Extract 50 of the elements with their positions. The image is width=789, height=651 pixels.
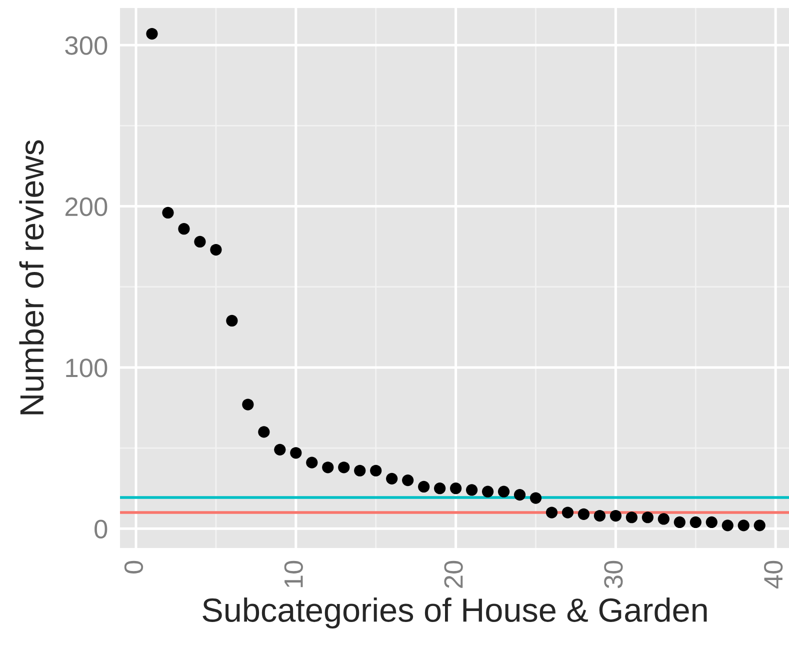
point — [178, 223, 190, 235]
point — [194, 236, 206, 248]
point — [338, 462, 350, 474]
point — [578, 508, 590, 520]
point — [258, 426, 270, 438]
point — [354, 464, 366, 476]
x-tick-label: 20 — [444, 560, 463, 588]
y-tick-label: 0 — [94, 520, 108, 538]
point — [226, 314, 238, 327]
point — [210, 244, 222, 256]
x-tick-label: 40 — [764, 560, 783, 589]
point — [242, 398, 254, 410]
y-axis-title: Number of reviews — [19, 140, 44, 414]
point — [434, 482, 446, 494]
point — [146, 28, 158, 40]
point — [706, 516, 718, 528]
point — [738, 520, 750, 532]
x-tick-label: 10 — [284, 560, 303, 588]
x-axis-title: Subcategories of House & Garden — [202, 597, 707, 629]
point — [626, 512, 638, 524]
y-tick-label: 200 — [66, 197, 108, 216]
point — [642, 512, 654, 524]
y-tick-label: 100 — [66, 358, 108, 378]
point — [402, 474, 414, 486]
point — [690, 516, 702, 528]
x-tick-label: 30 — [604, 560, 623, 588]
point — [322, 462, 334, 474]
point — [498, 486, 510, 498]
point — [530, 492, 542, 504]
point — [482, 486, 494, 498]
point — [562, 506, 574, 518]
point — [306, 456, 318, 468]
point — [594, 510, 606, 522]
x-tick-label: 0 — [124, 560, 144, 574]
point — [658, 513, 670, 525]
point — [162, 206, 174, 219]
point — [466, 484, 478, 496]
point — [418, 480, 430, 493]
point — [386, 472, 398, 484]
y-tick-label: 300 — [65, 36, 108, 55]
point — [290, 447, 302, 459]
point — [546, 506, 558, 518]
point — [722, 520, 734, 532]
point — [370, 464, 382, 476]
point — [610, 510, 622, 522]
point — [274, 444, 286, 456]
point — [450, 482, 462, 494]
point — [754, 520, 766, 532]
point — [514, 488, 526, 501]
point — [674, 516, 686, 528]
